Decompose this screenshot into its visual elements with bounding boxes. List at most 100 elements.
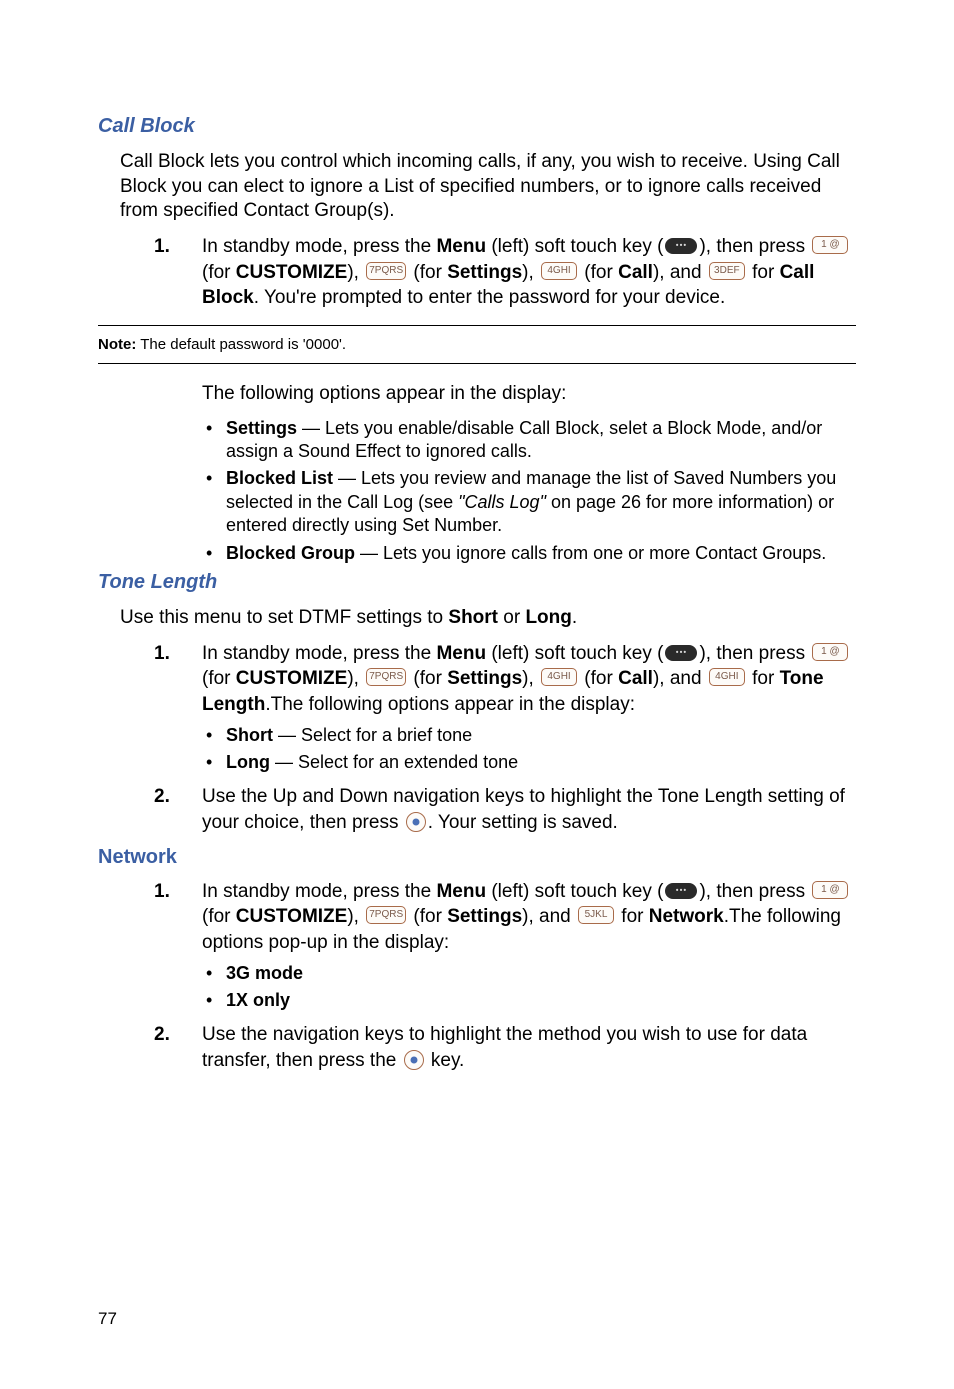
key-4-icon: 4GHI [541,668,577,686]
customize-label: CUSTOMIZE [236,668,348,689]
menu-label: Menu [436,881,486,902]
key-4-icon: 4GHI [541,262,577,280]
step-text: In standby mode, press the [202,643,436,664]
tone-length-heading: Tone Length [98,571,856,594]
soft-touch-key-icon [665,645,697,661]
option-label: Settings [226,418,297,438]
long-label: Long [525,607,571,628]
call-block-intro: Call Block lets you control which incomi… [120,150,856,224]
step-text: ), [347,668,364,689]
option-label: Long [226,752,270,772]
key-7-icon: 7PQRS [366,668,406,686]
tone-length-step-1: 1. In standby mode, press the Menu (left… [154,641,856,775]
option-1x-only: 1X only [202,989,856,1012]
step-text: .The following options appear in the dis… [265,694,635,715]
settings-label: Settings [447,668,522,689]
key-1-icon: 1 @ [812,643,848,661]
network-step-2: 2. Use the navigation keys to highlight … [154,1022,856,1073]
option-blocked-list: Blocked List — Lets you review and manag… [202,467,856,537]
call-label: Call [618,262,653,283]
step-text: ), [347,262,364,283]
step-text: In standby mode, press the [202,236,436,257]
step-text: ), then press [699,643,810,664]
key-3-icon: 3DEF [709,262,745,280]
call-block-heading: Call Block [98,115,856,138]
option-label: Short [226,725,273,745]
step-text: ), and [653,262,707,283]
network-options: 3G mode 1X only [202,962,856,1013]
key-7-icon: 7PQRS [366,906,406,924]
option-label: Blocked Group [226,543,355,563]
step-text: (for [408,262,447,283]
menu-label: Menu [436,236,486,257]
step-text: (for [579,262,618,283]
menu-label: Menu [436,643,486,664]
ok-key-icon [404,1050,424,1070]
network-steps: 1. In standby mode, press the Menu (left… [154,879,856,1074]
key-7-icon: 7PQRS [366,262,406,280]
step-text: (for [408,668,447,689]
call-block-options: Settings — Lets you enable/disable Call … [202,417,856,565]
step-text: (for [202,262,236,283]
option-text: — Lets you ignore calls from one or more… [355,543,826,563]
tone-length-step-2: 2. Use the Up and Down navigation keys t… [154,784,856,835]
soft-touch-key-icon [665,883,697,899]
network-heading: Network [98,846,856,869]
step-number: 1. [154,234,170,260]
step-text: ), [522,668,539,689]
network-label: Network [649,906,724,927]
step-text: (for [579,668,618,689]
settings-label: Settings [447,262,522,283]
tone-length-intro: Use this menu to set DTMF settings to Sh… [120,606,856,631]
option-blocked-group: Blocked Group — Lets you ignore calls fr… [202,542,856,565]
soft-touch-key-icon [665,238,697,254]
option-long: Long — Select for an extended tone [202,751,856,774]
step-text: Use the navigation keys to highlight the… [202,1024,807,1071]
step-text: ), [347,906,364,927]
key-5-icon: 5JKL [578,906,614,924]
tone-length-options: Short — Select for a brief tone Long — S… [202,724,856,775]
option-label: Blocked List [226,468,333,488]
step-text: ), and [653,668,707,689]
key-1-icon: 1 @ [812,881,848,899]
option-text: — Select for an extended tone [270,752,518,772]
call-label: Call [618,668,653,689]
step-text: (left) soft touch key ( [486,236,663,257]
step-text: for [747,262,780,283]
step-text: . You're prompted to enter the password … [254,287,726,308]
step-number: 1. [154,879,170,905]
step-text: (left) soft touch key ( [486,881,663,902]
option-text: — Lets you enable/disable Call Block, se… [226,418,822,461]
step-text: In standby mode, press the [202,881,436,902]
page-number: 77 [98,1309,117,1329]
option-text: — Select for a brief tone [273,725,472,745]
step-text: (for [202,906,236,927]
step-text: for [616,906,649,927]
short-label: Short [448,607,498,628]
step-text: for [747,668,780,689]
option-settings: Settings — Lets you enable/disable Call … [202,417,856,464]
network-step-1: 1. In standby mode, press the Menu (left… [154,879,856,1013]
call-block-steps: 1. In standby mode, press the Menu (left… [154,234,856,311]
note-label: Note: [98,336,136,353]
ok-key-icon [406,812,426,832]
options-intro: The following options appear in the disp… [202,382,856,407]
calls-log-ref: "Calls Log" [458,492,546,512]
customize-label: CUSTOMIZE [236,262,348,283]
option-label: 1X only [226,990,290,1010]
settings-label: Settings [447,906,522,927]
key-4-icon: 4GHI [709,668,745,686]
key-1-icon: 1 @ [812,236,848,254]
manual-page: Call Block Call Block lets you control w… [0,0,954,1389]
note-block: Note: The default password is '0000'. [98,325,856,364]
step-text: (left) soft touch key ( [486,643,663,664]
step-text: (for [408,906,447,927]
step-number: 2. [154,1022,170,1048]
step-text: ), then press [699,236,810,257]
customize-label: CUSTOMIZE [236,906,348,927]
step-number: 1. [154,641,170,667]
step-text: ), then press [699,881,810,902]
option-short: Short — Select for a brief tone [202,724,856,747]
tone-length-steps: 1. In standby mode, press the Menu (left… [154,641,856,836]
step-number: 2. [154,784,170,810]
